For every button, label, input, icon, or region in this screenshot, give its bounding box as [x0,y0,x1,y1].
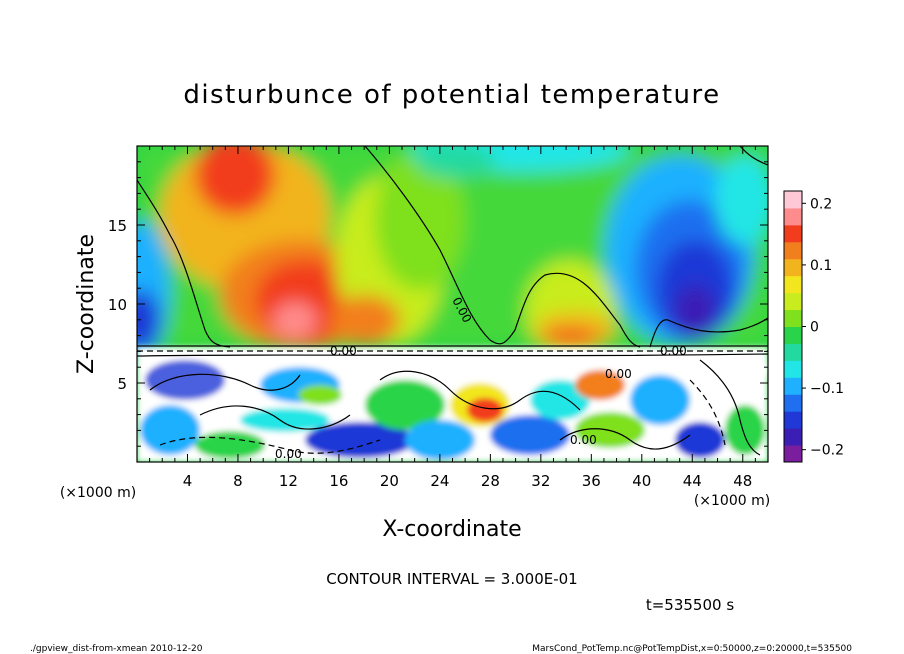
z-tick-label: 10 [108,296,127,314]
ground-contour-3 [137,353,768,357]
x-tick-label: 24 [430,472,449,490]
x-axis: 4 8 12 16 20 24 28 32 36 40 44 48 [149,146,756,490]
colorbar-tick-label: 0.2 [810,196,832,212]
x-tick-label: 36 [582,472,601,490]
colorbar-cell [784,224,802,243]
chart-title: disturbunce of potential temperature [183,80,720,110]
zero-contour-centre [364,146,641,348]
contour-label: 0.00 [660,344,687,358]
lower-contour-2 [199,405,351,430]
colorbar-tick-label: −0.2 [810,443,844,459]
colorbar-cell [784,207,802,226]
contour-label: 0.00 [605,367,632,381]
colorbar: 0.2 0.1 0 −0.1 −0.2 [783,190,844,463]
colorbar-tick-label: −0.1 [810,381,844,397]
x-tick-label: 16 [329,472,348,490]
x-tick-label: 48 [733,472,752,490]
colorbar-cell [784,343,802,361]
colorbar-cells [784,191,802,463]
plot-area: 0.00 0.00 0.00 0.00 0.00 0.00 [137,146,768,462]
x-axis-label: X-coordinate [382,517,521,542]
lower-contour-6 [699,359,761,456]
colorbar-cell [784,394,802,412]
zero-contour-left [137,179,231,348]
x-tick-label: 28 [481,472,500,490]
z-axis: 5 10 15 [108,161,768,447]
colorbar-tick-label: 0 [810,320,819,336]
contour-label: 0.00 [330,344,357,358]
colorbar-cell [784,411,802,429]
lower-contour-5 [559,428,691,450]
time-stamp: t=535500 s [646,596,734,614]
color-field-upper [137,146,768,360]
colorbar-cell [784,428,802,446]
colorbar-cell [784,241,802,260]
x-axis-unit: (×1000 m) [694,493,770,509]
colorbar-cell [784,326,802,344]
x-tick-label: 8 [233,472,243,490]
colorbar-cell [784,275,802,294]
y-axis-label: Z-coordinate [74,234,99,374]
colorbar-cell [784,258,802,277]
z-tick-label: 5 [117,375,127,393]
footer-right: MarsCond_PotTemp.nc@PotTempDist,x=0:5000… [532,644,852,654]
contour-interval-note: CONTOUR INTERVAL = 3.000E-01 [326,570,577,588]
colorbar-cell [784,360,802,378]
lower-contour-3 [159,436,381,454]
colorbar-ticks: 0.2 0.1 0 −0.1 −0.2 [802,196,844,459]
x-tick-label: 44 [683,472,702,490]
x-tick-label: 4 [183,472,193,490]
colorbar-cell [784,309,802,327]
lower-contour-1 [149,373,301,391]
x-tick-label: 20 [380,472,399,490]
colorbar-cell [784,445,802,463]
colorbar-tick-label: 0.1 [810,258,832,274]
contour-lines [137,146,768,456]
x-tick-label: 12 [279,472,298,490]
x-tick-label: 40 [632,472,651,490]
zero-contour-topright [739,146,768,166]
colorbar-cell [784,377,802,395]
z-axis-unit: (×1000 m) [60,485,136,501]
lower-contour-4 [379,370,581,411]
z-tick-label: 15 [108,217,127,235]
contour-label: 0.00 [570,433,597,447]
zero-contour-right [649,317,768,348]
colorbar-cell [784,292,802,311]
x-tick-label: 32 [531,472,550,490]
footer-left: ./gpview_dist-from-xmean 2010-12-20 [30,644,203,654]
colorbar-cell [784,191,802,209]
